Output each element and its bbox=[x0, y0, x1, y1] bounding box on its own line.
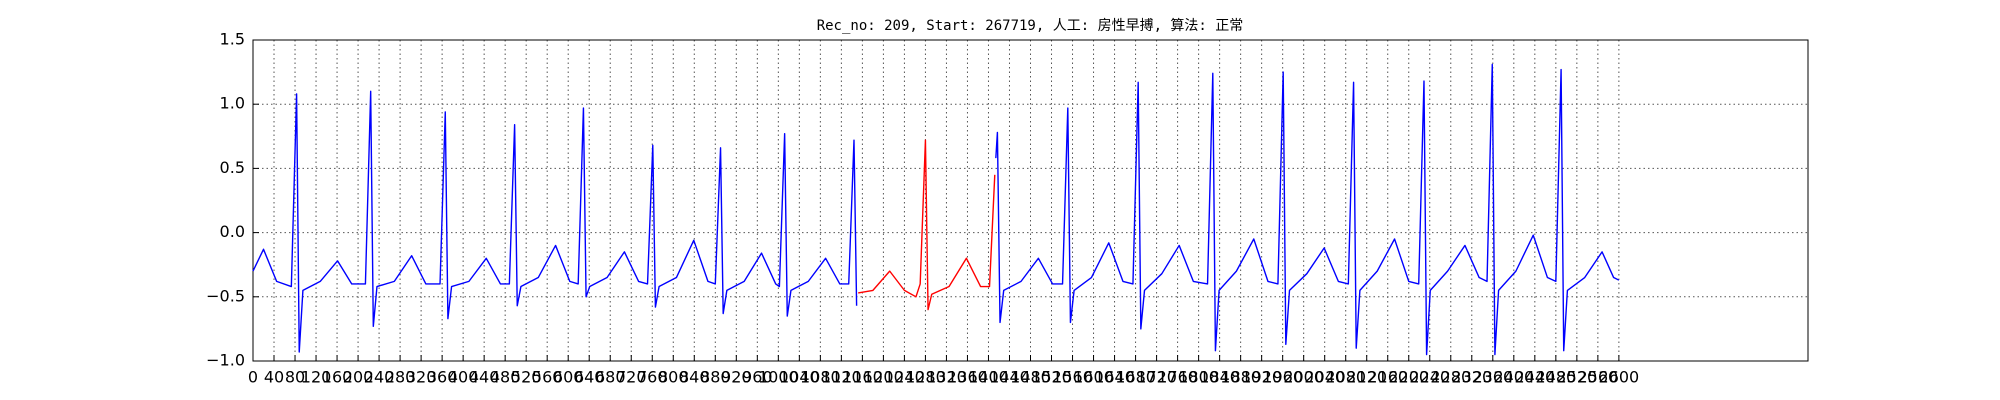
x-tick-label: 1920 bbox=[1241, 368, 1282, 387]
x-tick-label: 2440 bbox=[1514, 368, 1555, 387]
x-tick-label: 2560 bbox=[1578, 368, 1619, 387]
ecg-line bbox=[252, 63, 1620, 356]
x-tick-label: 2080 bbox=[1325, 368, 1366, 387]
x-tick-label: 1720 bbox=[1136, 368, 1177, 387]
x-tick-label: 320 bbox=[406, 368, 437, 387]
x-tick-label: 240 bbox=[364, 368, 395, 387]
x-tick-label: 2600 bbox=[1599, 368, 1640, 387]
x-tick-label: 1800 bbox=[1178, 368, 1219, 387]
x-tick-label: 680 bbox=[595, 368, 626, 387]
x-tick-label: 2360 bbox=[1472, 368, 1513, 387]
x-tick-label: 1000 bbox=[758, 368, 799, 387]
plot-frame bbox=[252, 39, 1809, 362]
x-tick-label: 1600 bbox=[1073, 368, 1114, 387]
x-tick-label: 1360 bbox=[947, 368, 988, 387]
x-tick-label: 1840 bbox=[1199, 368, 1240, 387]
x-tick-label: 280 bbox=[385, 368, 416, 387]
x-tick-label: 160 bbox=[322, 368, 353, 387]
x-tick-label: 400 bbox=[448, 368, 479, 387]
x-tick-label: 1520 bbox=[1031, 368, 1072, 387]
y-tick-label: 1.5 bbox=[220, 30, 245, 49]
y-tick-label: 0.5 bbox=[220, 158, 245, 177]
x-tick-label: 520 bbox=[511, 368, 542, 387]
x-tick-label: 1560 bbox=[1052, 368, 1093, 387]
x-tick-label: 720 bbox=[616, 368, 647, 387]
y-tick-label: −1.0 bbox=[206, 351, 245, 370]
x-tick-label: 1240 bbox=[884, 368, 925, 387]
x-tick-label: 1400 bbox=[968, 368, 1009, 387]
x-tick-label: 2520 bbox=[1556, 368, 1597, 387]
x-tick-label: 1760 bbox=[1157, 368, 1198, 387]
ecg-line bbox=[858, 139, 996, 311]
x-tick-label: 1440 bbox=[989, 368, 1030, 387]
x-tick-label: 640 bbox=[574, 368, 605, 387]
x-tick-label: 960 bbox=[742, 368, 773, 387]
x-tick-label: 2120 bbox=[1346, 368, 1387, 387]
x-tick-label: 2040 bbox=[1304, 368, 1345, 387]
chart-title: Rec_no: 209, Start: 267719, 人工: 房性早搏, 算法… bbox=[817, 17, 1244, 34]
x-tick-label: 920 bbox=[721, 368, 752, 387]
x-tick-label: 0 bbox=[248, 368, 258, 387]
x-tick-label: 1120 bbox=[821, 368, 862, 387]
x-tick-label: 1960 bbox=[1262, 368, 1303, 387]
x-tick-label: 120 bbox=[301, 368, 332, 387]
x-tick-label: 2200 bbox=[1388, 368, 1429, 387]
x-tick-label: 2160 bbox=[1367, 368, 1408, 387]
x-tick-label: 560 bbox=[532, 368, 563, 387]
x-tick-label: 40 bbox=[264, 368, 284, 387]
x-tick-label: 600 bbox=[553, 368, 584, 387]
x-tick-label: 1480 bbox=[1010, 368, 1051, 387]
x-tick-label: 2400 bbox=[1493, 368, 1534, 387]
y-tick-label: 0.0 bbox=[220, 222, 245, 241]
x-tick-label: 480 bbox=[490, 368, 521, 387]
x-tick-label: 2240 bbox=[1409, 368, 1450, 387]
x-tick-label: 1320 bbox=[926, 368, 967, 387]
y-tick-label: −0.5 bbox=[206, 286, 245, 305]
x-tick-label: 1680 bbox=[1115, 368, 1156, 387]
x-tick-label: 1040 bbox=[779, 368, 820, 387]
x-tick-label: 200 bbox=[343, 368, 374, 387]
x-tick-label: 1280 bbox=[905, 368, 946, 387]
x-tick-label: 1640 bbox=[1094, 368, 1135, 387]
x-tick-label: 1080 bbox=[800, 368, 841, 387]
x-tick-label: 880 bbox=[700, 368, 731, 387]
x-tick-label: 2000 bbox=[1283, 368, 1324, 387]
x-tick-label: 800 bbox=[658, 368, 689, 387]
x-tick-label: 1160 bbox=[842, 368, 883, 387]
x-tick-label: 80 bbox=[285, 368, 305, 387]
x-tick-label: 760 bbox=[637, 368, 668, 387]
x-tick-label: 2320 bbox=[1451, 368, 1492, 387]
x-tick-label: 1200 bbox=[863, 368, 904, 387]
x-tick-label: 1880 bbox=[1220, 368, 1261, 387]
x-tick-label: 440 bbox=[469, 368, 500, 387]
x-tick-label: 840 bbox=[679, 368, 710, 387]
y-tick-label: 1.0 bbox=[220, 94, 245, 113]
x-tick-label: 2480 bbox=[1535, 368, 1576, 387]
x-tick-label: 360 bbox=[427, 368, 458, 387]
x-tick-label: 2280 bbox=[1430, 368, 1471, 387]
